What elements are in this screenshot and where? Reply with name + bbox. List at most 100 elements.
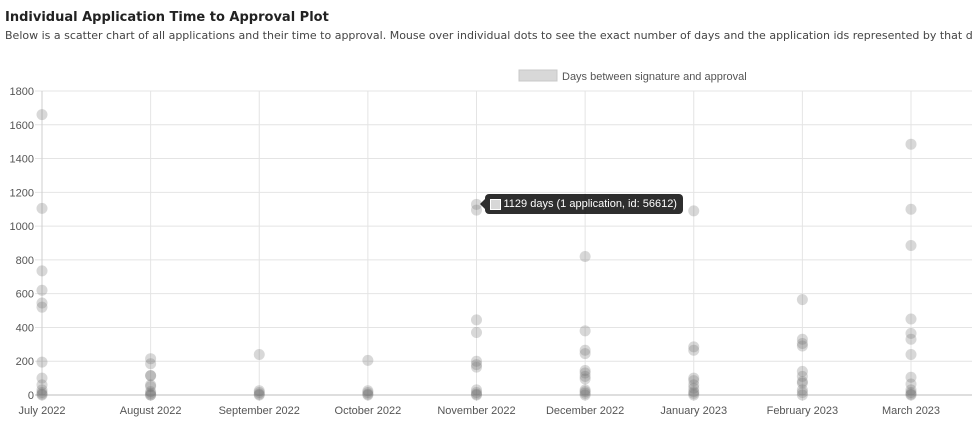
scatter-point[interactable]: [579, 386, 591, 398]
scatter-point[interactable]: [36, 356, 48, 368]
scatter-point[interactable]: [796, 386, 808, 398]
scatter-point[interactable]: [579, 373, 591, 385]
scatter-point[interactable]: [579, 370, 591, 382]
scatter-point[interactable]: [796, 333, 808, 345]
scatter-point[interactable]: [579, 348, 591, 360]
y-tick-label: 0: [28, 390, 34, 402]
scatter-point[interactable]: [905, 386, 917, 398]
scatter-point[interactable]: [579, 344, 591, 356]
scatter-point[interactable]: [471, 389, 482, 401]
scatter-point[interactable]: [471, 204, 482, 216]
scatter-point[interactable]: [796, 375, 808, 387]
scatter-point[interactable]: [688, 344, 700, 356]
scatter-point[interactable]: [471, 388, 482, 400]
legend-swatch[interactable]: [518, 69, 558, 82]
scatter-point[interactable]: [688, 341, 700, 353]
legend-label[interactable]: Days between signature and approval: [562, 71, 747, 83]
scatter-point[interactable]: [796, 384, 808, 396]
scatter-point[interactable]: [905, 138, 917, 150]
scatter-point[interactable]: [579, 389, 591, 401]
scatter-point[interactable]: [688, 205, 700, 217]
scatter-point[interactable]: [471, 384, 482, 396]
scatter-point[interactable]: [253, 388, 265, 400]
scatter-point[interactable]: [471, 386, 482, 398]
scatter-point[interactable]: [579, 325, 591, 337]
scatter-point[interactable]: [36, 109, 48, 121]
scatter-point[interactable]: [36, 384, 48, 396]
scatter-point[interactable]: [362, 389, 374, 401]
scatter-point[interactable]: [471, 361, 482, 373]
scatter-point[interactable]: [362, 385, 374, 397]
points-layer: [36, 109, 917, 401]
scatter-point[interactable]: [362, 386, 374, 398]
scatter-point[interactable]: [253, 389, 265, 401]
scatter-point[interactable]: [145, 389, 157, 401]
scatter-point[interactable]: [579, 384, 591, 396]
scatter-point[interactable]: [253, 385, 265, 397]
scatter-point[interactable]: [688, 379, 700, 391]
scatter-point[interactable]: [145, 379, 157, 391]
scatter-point[interactable]: [905, 388, 917, 400]
scatter-point[interactable]: [145, 381, 157, 393]
scatter-point[interactable]: [688, 372, 700, 384]
scatter-point[interactable]: [796, 340, 808, 352]
scatter-point[interactable]: [471, 198, 482, 210]
scatter-point[interactable]: [796, 365, 808, 377]
scatter-point[interactable]: [362, 354, 374, 366]
scatter-point[interactable]: [36, 301, 48, 313]
scatter-point[interactable]: [36, 379, 48, 391]
scatter-point[interactable]: [796, 370, 808, 382]
scatter-point[interactable]: [36, 265, 48, 277]
scatter-point[interactable]: [145, 387, 157, 399]
axis-layer: 0 200 400 600 800 1000 1200 1400 1600 1800 July 20…: [10, 86, 972, 417]
scatter-chart: 0 200 400 600 800 1000 1200 1400 1600 1800 July 20…: [0, 60, 972, 433]
scatter-point[interactable]: [362, 388, 374, 400]
scatter-point[interactable]: [36, 297, 48, 309]
scatter-point[interactable]: [905, 371, 917, 383]
scatter-point[interactable]: [579, 365, 591, 377]
scatter-point[interactable]: [471, 327, 482, 339]
scatter-point[interactable]: [905, 327, 917, 339]
scatter-point[interactable]: [36, 202, 48, 214]
scatter-point[interactable]: [579, 387, 591, 399]
scatter-point[interactable]: [36, 388, 48, 400]
scatter-point[interactable]: [688, 375, 700, 387]
scatter-point[interactable]: [796, 337, 808, 349]
scatter-point[interactable]: [145, 389, 157, 401]
tooltip-caret: [479, 199, 485, 210]
scatter-point[interactable]: [145, 353, 157, 365]
scatter-point[interactable]: [688, 386, 700, 398]
scatter-point[interactable]: [36, 386, 48, 398]
scatter-point[interactable]: [688, 389, 700, 401]
scatter-point[interactable]: [36, 389, 48, 401]
scatter-chart-svg: 0 200 400 600 800 1000 1200 1400 1600 1800 July 20…: [10, 69, 972, 417]
scatter-point[interactable]: [905, 240, 917, 252]
scatter-point[interactable]: [905, 348, 917, 360]
scatter-point[interactable]: [471, 355, 482, 367]
scatter-point[interactable]: [253, 348, 265, 360]
scatter-point[interactable]: [796, 389, 808, 401]
scatter-point[interactable]: [688, 382, 700, 394]
legend[interactable]: Days between signature and approval: [518, 69, 747, 83]
scatter-point[interactable]: [145, 370, 157, 382]
scatter-point[interactable]: [905, 203, 917, 215]
x-tick-label: February 2023: [767, 405, 839, 417]
scatter-point[interactable]: [688, 387, 700, 399]
scatter-point[interactable]: [905, 333, 917, 345]
scatter-point[interactable]: [145, 358, 157, 370]
scatter-point[interactable]: [253, 386, 265, 398]
scatter-point[interactable]: [579, 367, 591, 379]
scatter-point[interactable]: [796, 377, 808, 389]
scatter-point[interactable]: [905, 384, 917, 396]
scatter-point[interactable]: [145, 370, 157, 382]
scatter-point[interactable]: [905, 378, 917, 390]
scatter-point[interactable]: [36, 372, 48, 384]
scatter-point[interactable]: [905, 313, 917, 325]
scatter-point[interactable]: [145, 386, 157, 398]
scatter-point[interactable]: [796, 294, 808, 306]
scatter-point[interactable]: [471, 359, 482, 371]
scatter-point[interactable]: [905, 389, 917, 401]
scatter-point[interactable]: [471, 314, 482, 326]
scatter-point[interactable]: [579, 251, 591, 263]
scatter-point[interactable]: [36, 284, 48, 296]
